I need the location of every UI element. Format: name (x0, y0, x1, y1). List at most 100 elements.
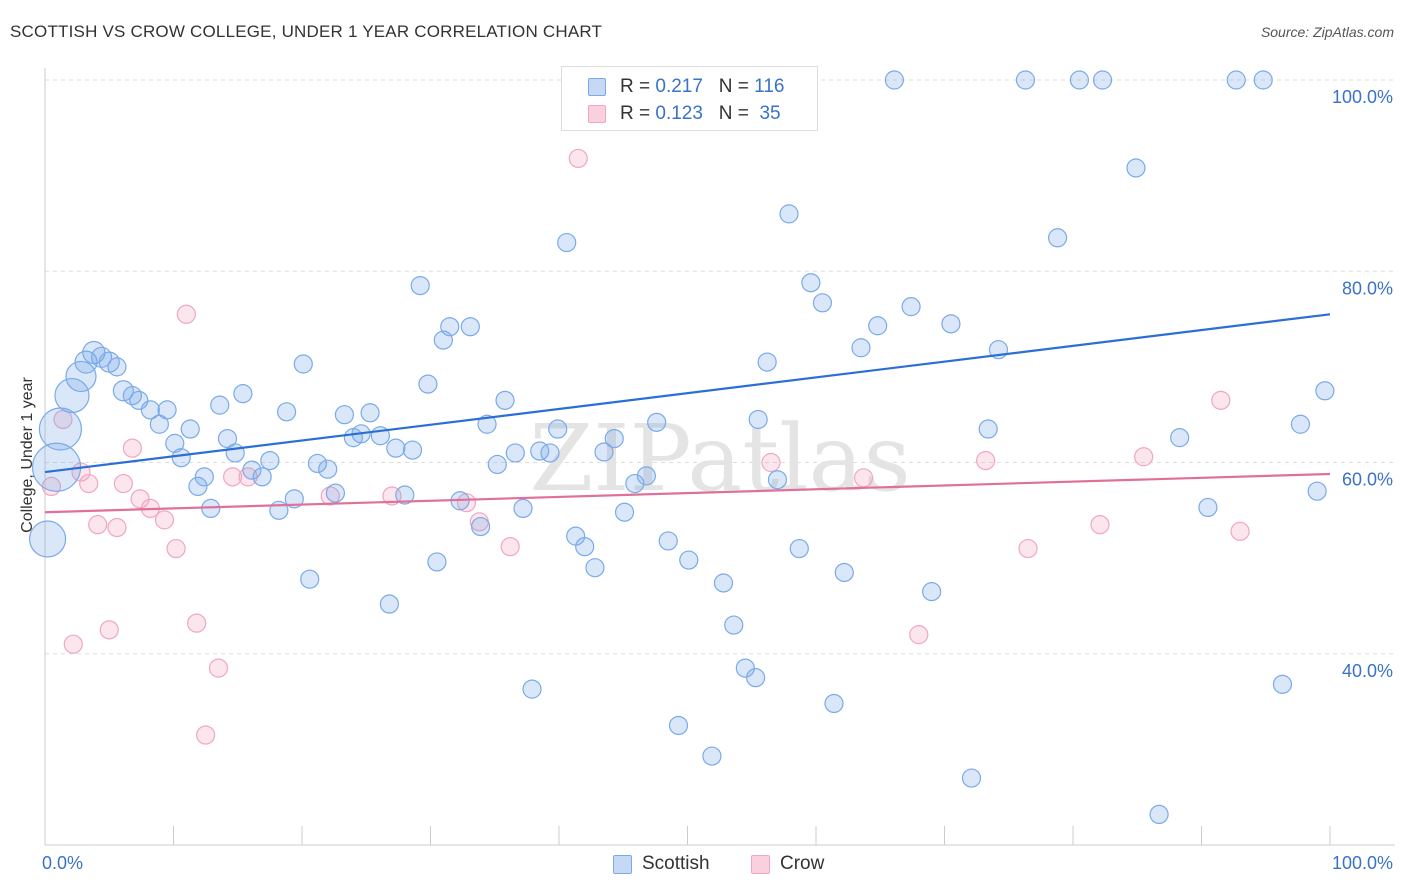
scottish-point (1092, 70, 1113, 90)
scottish-point (210, 395, 230, 415)
legend-item-crow[interactable]: Crow (751, 852, 824, 876)
crow-point (166, 538, 186, 559)
scottish-point (28, 520, 67, 558)
watermark: ZIPatlas (529, 405, 910, 512)
scottish-point (171, 448, 191, 468)
scottish-point (386, 438, 406, 458)
scottish-point (614, 502, 635, 522)
scottish-point (242, 460, 262, 480)
crow-point (99, 620, 119, 640)
scottish-point (300, 569, 320, 589)
legend-label-scottish: Scottish (642, 853, 710, 874)
scottish-point (548, 419, 568, 439)
grid-lines (45, 79, 1395, 655)
n-label: N = (718, 103, 749, 124)
crow-point (79, 473, 99, 494)
trend-lines (44, 313, 1331, 514)
axes (44, 68, 1395, 846)
scottish-trend-line (44, 313, 1331, 474)
crow-point (113, 473, 133, 494)
x-tick-label: 100.0% (1332, 853, 1393, 873)
crow-point (196, 725, 216, 745)
chart-source: Source: ZipAtlas.com (1260, 24, 1394, 40)
scottish-legend-swatch (613, 854, 632, 874)
r-value: 0.217 (655, 76, 703, 97)
crow-point (1090, 515, 1110, 535)
crow-point (1134, 447, 1154, 467)
scottish-point (307, 453, 328, 474)
scottish-point (157, 400, 177, 420)
legend-label-crow: Crow (780, 853, 825, 874)
scottish-point (233, 384, 253, 404)
scottish-point (418, 374, 438, 394)
scottish-point (679, 550, 699, 570)
scottish-point (194, 467, 214, 487)
scottish-point (658, 531, 678, 551)
scottish-point (293, 354, 313, 374)
scottish-point (540, 443, 560, 463)
scottish-point (112, 380, 134, 402)
scottish-point (225, 443, 245, 463)
scottish-point (1015, 70, 1036, 90)
scottish-point (767, 470, 788, 490)
scottish-point (318, 459, 338, 479)
scottish-point (757, 352, 777, 372)
crow-point (976, 450, 996, 471)
scottish-point (1315, 381, 1335, 401)
crow-point (1018, 538, 1038, 559)
scottish-point (325, 483, 346, 503)
y-tick-label: 60.0% (1342, 470, 1393, 490)
scottish-point (668, 715, 689, 736)
scottish-point (495, 390, 515, 410)
crow-point (208, 658, 229, 678)
crow-point (154, 510, 175, 530)
scottish-point (604, 428, 624, 449)
crow-trend-line (44, 472, 1331, 514)
n-label: N = (718, 76, 749, 97)
scottish-point (107, 357, 127, 377)
scottish-point (812, 293, 833, 313)
crow-point (88, 515, 108, 535)
stats-row-scottish: R = 0.217 N = 116 (588, 75, 784, 99)
y-tick-label: 80.0% (1342, 278, 1393, 298)
scottish-point (180, 419, 200, 439)
crow-point (122, 438, 142, 458)
scottish-point (334, 405, 355, 425)
scottish-point (557, 232, 577, 253)
scottish-point (1126, 158, 1146, 178)
scottish-point (801, 273, 821, 293)
scottish-point (284, 489, 304, 509)
scottish-point (702, 746, 722, 766)
scottish-point (922, 581, 942, 602)
legend-item-scottish[interactable]: Scottish (613, 852, 710, 876)
scottish-point (252, 467, 272, 487)
scottish-point (31, 442, 82, 492)
scottish-point (851, 338, 871, 358)
scottish-swatch (588, 78, 606, 96)
scottish-point (585, 558, 605, 578)
scottish-point (1226, 70, 1246, 90)
crow-point (63, 634, 83, 654)
crow-point (176, 304, 196, 324)
scottish-point (1198, 497, 1218, 518)
n-value: 116 (754, 76, 785, 97)
scottish-point (379, 594, 399, 614)
scottish-point (941, 314, 961, 334)
scottish-point (735, 658, 755, 678)
scottish-point (1170, 428, 1190, 448)
scottish-point (1149, 804, 1169, 825)
scottish-point (260, 450, 280, 471)
scottish-point (594, 442, 614, 462)
scottish-point (38, 407, 83, 451)
scottish-point (402, 440, 423, 460)
scottish-point (625, 473, 645, 494)
scottish-point (636, 466, 656, 486)
scottish-point (65, 360, 97, 393)
crow-point (107, 517, 127, 538)
scottish-point (824, 693, 844, 714)
scottish-point (868, 316, 888, 336)
scottish-point (724, 615, 744, 635)
scottish-point (746, 668, 766, 688)
scottish-point (165, 433, 185, 453)
scottish-point (522, 679, 542, 699)
